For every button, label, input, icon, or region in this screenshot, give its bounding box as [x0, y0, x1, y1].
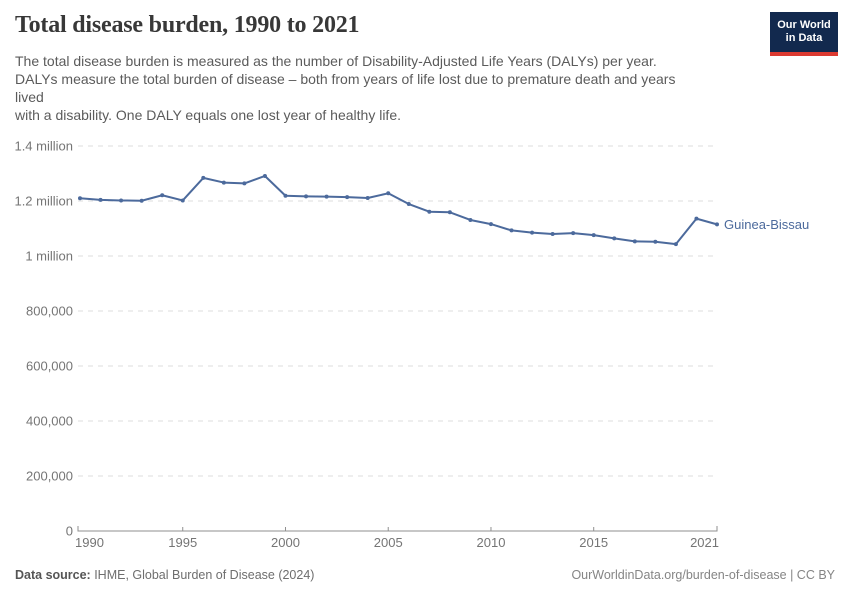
- owid-logo-box: Our World in Data: [770, 12, 838, 52]
- x-axis-tick-label: 2010: [477, 535, 506, 550]
- owid-logo-line1: Our World: [777, 19, 831, 31]
- series-point[interactable]: [386, 191, 391, 196]
- credit-link[interactable]: OurWorldinData.org/burden-of-disease | C…: [571, 568, 835, 582]
- series-point[interactable]: [98, 197, 103, 202]
- entity-label[interactable]: Guinea-Bissau: [724, 217, 809, 232]
- data-source-note: Data source: IHME, Global Burden of Dise…: [15, 568, 314, 582]
- series-line[interactable]: [79, 174, 718, 246]
- series-point[interactable]: [221, 180, 226, 185]
- x-axis-tick-label: 2021: [690, 535, 719, 550]
- series-point[interactable]: [324, 194, 329, 199]
- series-point[interactable]: [488, 222, 493, 227]
- series-point[interactable]: [119, 198, 124, 203]
- series-point[interactable]: [365, 195, 370, 200]
- x-axis-tick-label: 1990: [75, 535, 104, 550]
- series-point[interactable]: [632, 239, 637, 244]
- series-point[interactable]: [673, 242, 678, 247]
- y-axis-tick-label: 1.4 million: [14, 139, 73, 154]
- x-axis-line: [77, 526, 718, 532]
- series-point[interactable]: [262, 173, 267, 178]
- series-point[interactable]: [694, 216, 699, 221]
- series-point[interactable]: [612, 236, 617, 241]
- series-point[interactable]: [509, 228, 514, 233]
- data-source-text: IHME, Global Burden of Disease (2024): [90, 568, 315, 582]
- owid-logo-red-bar: [770, 52, 838, 56]
- series-point[interactable]: [242, 181, 247, 186]
- y-axis-tick-label: 1.2 million: [14, 194, 73, 209]
- series-point[interactable]: [715, 222, 719, 227]
- x-axis-tick-label: 2015: [579, 535, 608, 550]
- owid-logo[interactable]: Our World in Data: [770, 12, 838, 56]
- series-point[interactable]: [591, 233, 596, 238]
- footer: Data source: IHME, Global Burden of Dise…: [15, 568, 835, 582]
- series-point[interactable]: [180, 198, 185, 203]
- y-axis-tick-label: 200,000: [26, 469, 73, 484]
- series-point[interactable]: [406, 202, 411, 207]
- x-axis-tick-label: 2005: [374, 535, 403, 550]
- series-point[interactable]: [468, 217, 473, 222]
- x-axis-tick-label: 1995: [168, 535, 197, 550]
- owid-logo-line2: in Data: [785, 32, 823, 44]
- series-point[interactable]: [550, 232, 555, 236]
- y-axis-tick-label: 600,000: [26, 359, 73, 374]
- chart-subtitle: The total disease burden is measured as …: [15, 53, 676, 123]
- series-point[interactable]: [571, 231, 576, 236]
- x-axis-tick-label: 2000: [271, 535, 300, 550]
- data-source-label: Data source:: [15, 568, 91, 582]
- y-axis-tick-label: 0: [66, 524, 73, 539]
- series-point[interactable]: [345, 195, 350, 200]
- series-point[interactable]: [283, 193, 288, 198]
- series-point[interactable]: [653, 239, 658, 244]
- y-axis-tick-label: 1 million: [25, 249, 73, 264]
- series-point[interactable]: [160, 193, 165, 198]
- series-point[interactable]: [139, 198, 144, 203]
- series-point[interactable]: [201, 175, 206, 180]
- series-point[interactable]: [530, 230, 535, 235]
- series-point[interactable]: [78, 196, 82, 201]
- page-title: Total disease burden, 1990 to 2021: [15, 12, 360, 38]
- y-axis-tick-label: 400,000: [26, 414, 73, 429]
- series-point[interactable]: [304, 194, 309, 199]
- series-point[interactable]: [427, 209, 432, 214]
- series-point[interactable]: [447, 210, 452, 215]
- y-axis-tick-label: 800,000: [26, 304, 73, 319]
